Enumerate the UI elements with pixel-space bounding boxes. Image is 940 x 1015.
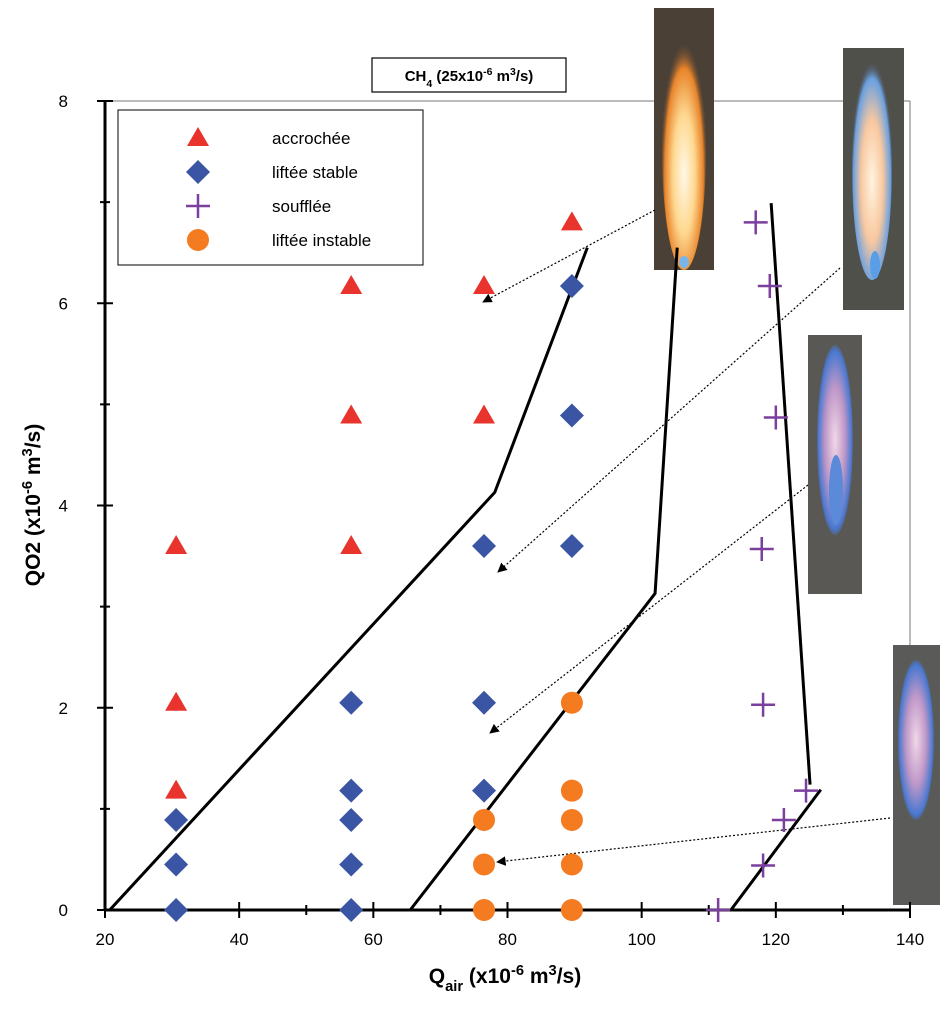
diamond-marker xyxy=(559,403,584,428)
label-part: air xyxy=(445,979,463,995)
title-box xyxy=(371,57,567,93)
triangle-marker xyxy=(560,211,583,231)
circle-marker xyxy=(473,808,496,831)
triangle-marker xyxy=(473,404,496,424)
y-tick-label: 6 xyxy=(59,294,68,313)
circle-marker xyxy=(560,779,583,802)
x-tick-label: 100 xyxy=(627,930,655,949)
label-part: /s) xyxy=(516,68,534,85)
x-tick-label: 40 xyxy=(230,930,249,949)
diamond-marker xyxy=(339,690,364,715)
diamond-marker xyxy=(339,807,364,832)
circle-marker xyxy=(560,808,583,831)
plus-marker xyxy=(794,778,819,803)
y-tick-label: 8 xyxy=(59,92,68,111)
diamond-marker xyxy=(339,778,364,803)
legend-label: liftée instable xyxy=(272,231,371,250)
plus-marker xyxy=(751,692,776,717)
label-part: -6 xyxy=(511,963,524,979)
annotation-arrows xyxy=(482,209,891,866)
legend-box xyxy=(117,109,424,266)
x-tick-label: 120 xyxy=(762,930,790,949)
label-part: m xyxy=(492,68,510,85)
boundary-line xyxy=(108,247,589,912)
diamond-marker xyxy=(472,533,497,558)
y-axis-label: QO2 (x10-6 m3/s) xyxy=(20,424,45,586)
circle-marker xyxy=(560,691,583,714)
triangle-marker xyxy=(340,404,363,424)
triangle-marker xyxy=(340,275,363,295)
diamond-marker xyxy=(164,852,189,877)
plus-marker xyxy=(743,210,768,235)
diamond-marker xyxy=(472,690,497,715)
diamond-marker xyxy=(472,778,497,803)
x-tick-label: 80 xyxy=(498,930,517,949)
circle-marker xyxy=(560,853,583,876)
label-part: -6 xyxy=(483,66,492,78)
label-part: (x10 xyxy=(463,965,511,988)
diamond-marker xyxy=(559,533,584,558)
boundary-line xyxy=(769,203,812,785)
flame-photos xyxy=(654,8,940,905)
x-tick-label: 20 xyxy=(96,930,115,949)
boundary-line xyxy=(729,788,822,911)
label-part: -6 xyxy=(20,481,36,494)
circle-marker xyxy=(473,853,496,876)
circle-marker xyxy=(473,899,496,921)
label-part: /s) xyxy=(22,424,45,449)
triangle-marker xyxy=(165,534,188,554)
triangle-marker xyxy=(165,779,188,799)
plus-marker xyxy=(186,194,210,218)
x-tick-label: 140 xyxy=(896,930,924,949)
y-tick-label: 2 xyxy=(59,699,68,718)
legend-label: liftée stable xyxy=(272,163,358,182)
y-tick-label: 0 xyxy=(59,901,68,920)
triangle-marker xyxy=(187,127,209,146)
plus-marker xyxy=(706,898,731,922)
circle-marker xyxy=(560,899,583,921)
circle-marker xyxy=(187,229,209,251)
plus-marker xyxy=(751,853,776,878)
label-part: CH xyxy=(405,68,427,85)
legend-label: soufflée xyxy=(272,197,331,216)
plus-marker xyxy=(771,807,796,832)
plus-marker xyxy=(763,405,788,430)
diamond-marker xyxy=(339,898,364,922)
chart-title: CH4 (25x10-6 m3/s) xyxy=(405,66,534,90)
label-part: m xyxy=(22,456,45,481)
label-part: Q xyxy=(429,965,445,988)
boundary-line xyxy=(409,247,679,911)
diamond-marker xyxy=(339,852,364,877)
label-part: 4 xyxy=(426,78,432,90)
plus-marker xyxy=(757,274,782,299)
label-part: (25x10 xyxy=(432,68,483,85)
label-part: /s) xyxy=(557,965,582,988)
label-part: 3 xyxy=(20,448,36,456)
plus-marker xyxy=(749,536,774,561)
x-tick-label: 60 xyxy=(364,930,383,949)
diamond-marker xyxy=(559,274,584,299)
diamond-marker xyxy=(186,160,210,184)
x-axis-label: Qair (x10-6 m3/s) xyxy=(429,963,581,995)
y-tick-label: 4 xyxy=(59,497,68,516)
triangle-marker xyxy=(473,275,496,295)
label-part: 3 xyxy=(510,66,516,78)
label-part: QO2 (x10 xyxy=(22,494,45,586)
diamond-marker xyxy=(164,898,189,922)
triangle-marker xyxy=(165,691,188,711)
label-part: m xyxy=(524,965,549,988)
diamond-marker xyxy=(164,807,189,832)
legend-label: accrochée xyxy=(272,129,350,148)
label-part: 3 xyxy=(549,963,557,979)
triangle-marker xyxy=(340,534,363,554)
